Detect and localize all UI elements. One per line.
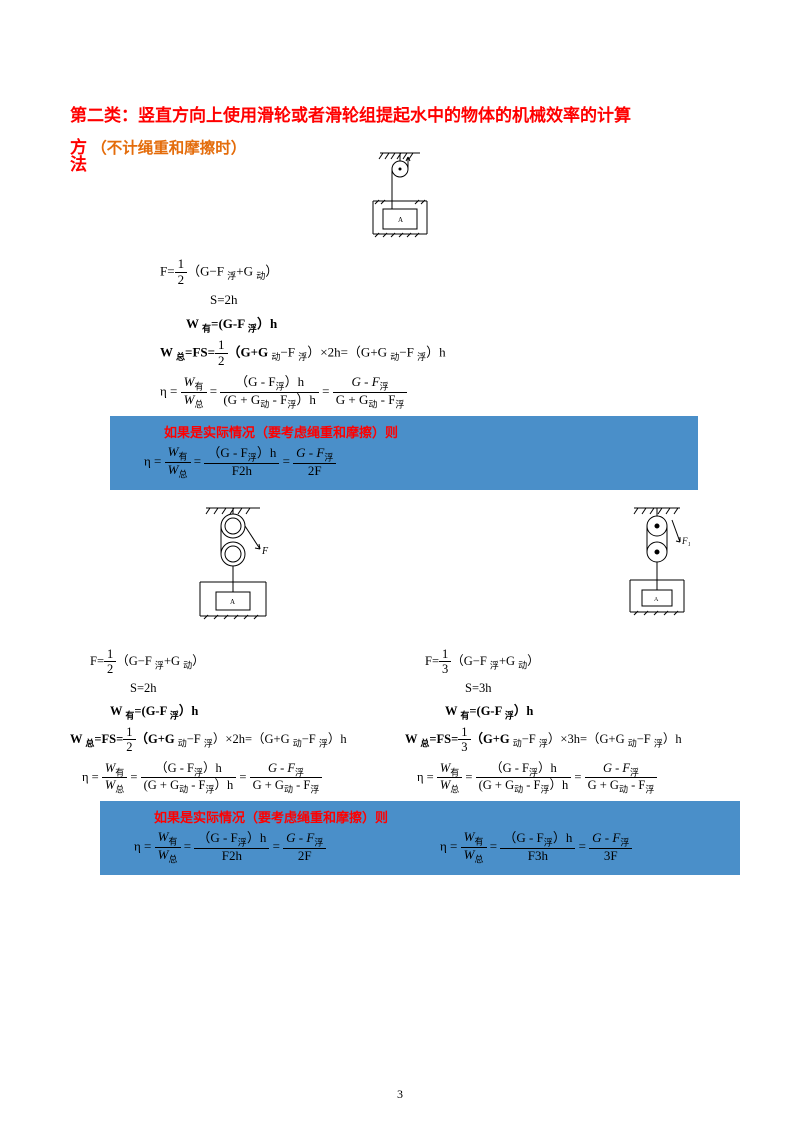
page-number: 3 bbox=[0, 1087, 800, 1102]
title-orange: （不计绳重和摩擦时） bbox=[91, 140, 246, 157]
pulley-svg-1: A bbox=[365, 149, 435, 244]
pulley-diagram-left: F A bbox=[70, 504, 395, 639]
document-page: 第二类：竖直方向上使用滑轮或者滑轮组提起水中的物体的机械效率的计算 方 （不计绳… bbox=[0, 0, 800, 875]
highlight-box-1: 如果是实际情况（要考虑绳重和摩擦）则 η = W有W总 = （G - F浮）hF… bbox=[110, 416, 698, 490]
box1-header: 如果是实际情况（要考虑绳重和摩擦）则 bbox=[164, 422, 684, 441]
svg-text:F₁: F₁ bbox=[681, 536, 691, 546]
box2-header: 如果是实际情况（要考虑绳重和摩擦）则 bbox=[154, 807, 726, 826]
right-formulas: F=13（G−F 浮+G 动） S=3h W 有=(G-F 浮）h W 总=FS… bbox=[425, 647, 730, 796]
pulley-diagram-right: F₁ A bbox=[405, 504, 730, 639]
svg-text:A: A bbox=[230, 598, 235, 606]
box2-left-eq: η = W有W总 = （G - F浮）hF2h = G - F浮2F bbox=[134, 830, 420, 865]
pulley-svg-3: F₁ A bbox=[620, 504, 700, 634]
f-equation: F=12（G−F 浮+G 动） bbox=[160, 257, 730, 288]
wz-equation: W 总=FS=12（G+G 动−F 浮）×2h=（G+G 动−F 浮）h bbox=[160, 338, 730, 369]
highlight-box-2: 如果是实际情况（要考虑绳重和摩擦）则 η = W有W总 = （G - F浮）hF… bbox=[100, 801, 740, 875]
box2-right-eq: η = W有W总 = （G - F浮）hF3h = G - F浮3F bbox=[440, 830, 726, 865]
pulley-svg-2: F A bbox=[188, 504, 278, 634]
right-column: F₁ A F=13（G−F 浮+G 动） bbox=[405, 504, 730, 796]
box1-equation: η = W有W总 = （G - F浮）hF2h = G - F浮2F bbox=[144, 445, 684, 480]
title-text-2b: 法 bbox=[70, 155, 87, 174]
wy-equation: W 有=(G-F 浮）h bbox=[186, 312, 730, 338]
two-column-section: F A F=12（G−F 浮+G 动） S bbox=[70, 504, 730, 796]
svg-text:A: A bbox=[654, 597, 659, 603]
formula-section-1: F=12（G−F 浮+G 动） S=2h W 有=(G-F 浮）h W 总=FS… bbox=[160, 257, 730, 410]
title-text-1: 第二类：竖直方向上使用滑轮或者滑轮组提起水中的物体的机械效率的计算 bbox=[70, 106, 631, 125]
left-formulas: F=12（G−F 浮+G 动） S=2h W 有=(G-F 浮）h W 总=FS… bbox=[90, 647, 395, 796]
left-column: F A F=12（G−F 浮+G 动） S bbox=[70, 504, 395, 796]
s-equation: S=2h bbox=[210, 288, 730, 313]
svg-text:F: F bbox=[261, 546, 269, 557]
eta-equation: η = W有W总 = （G - F浮）h(G + G动 - F浮）h = G -… bbox=[160, 375, 730, 410]
svg-text:A: A bbox=[398, 216, 403, 224]
